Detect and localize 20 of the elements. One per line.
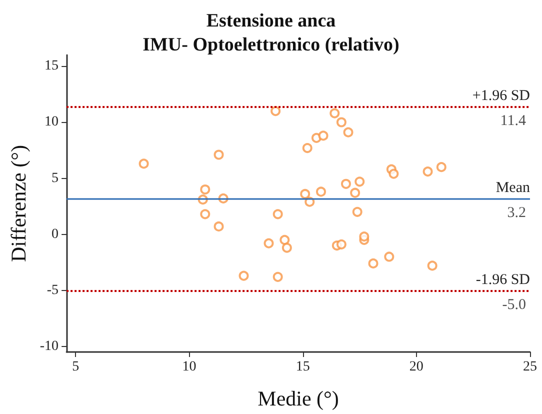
y-tick-label: 10	[44, 114, 59, 130]
y-tick-label: 5	[52, 170, 59, 186]
annotation: -5.0	[502, 296, 526, 313]
ref-line-label: -1.96 SD	[476, 272, 530, 288]
y-tick-label: -5	[46, 282, 59, 298]
x-tick-label: 20	[409, 360, 424, 374]
ref-line-label: +1.96 SD	[472, 88, 530, 104]
y-tick-label: 0	[52, 226, 59, 242]
ref-line-label: Mean	[496, 180, 530, 196]
x-axis-title: Medie (°)	[258, 386, 339, 410]
annotation: 3.2	[507, 204, 526, 221]
y-axis-title: Differenze (°)	[6, 144, 30, 262]
x-tick-label: 15	[296, 360, 310, 374]
y-tick-label: -10	[40, 338, 59, 354]
y-tick-label: 15	[44, 58, 59, 74]
x-tick-label: 5	[72, 360, 80, 374]
annotation: 11.4	[500, 113, 526, 130]
x-tick-label: 25	[523, 360, 537, 374]
chart-title: Estensione anca IMU- Optoelettronico (relativo)	[142, 10, 400, 56]
x-tick-label: 10	[182, 360, 196, 374]
